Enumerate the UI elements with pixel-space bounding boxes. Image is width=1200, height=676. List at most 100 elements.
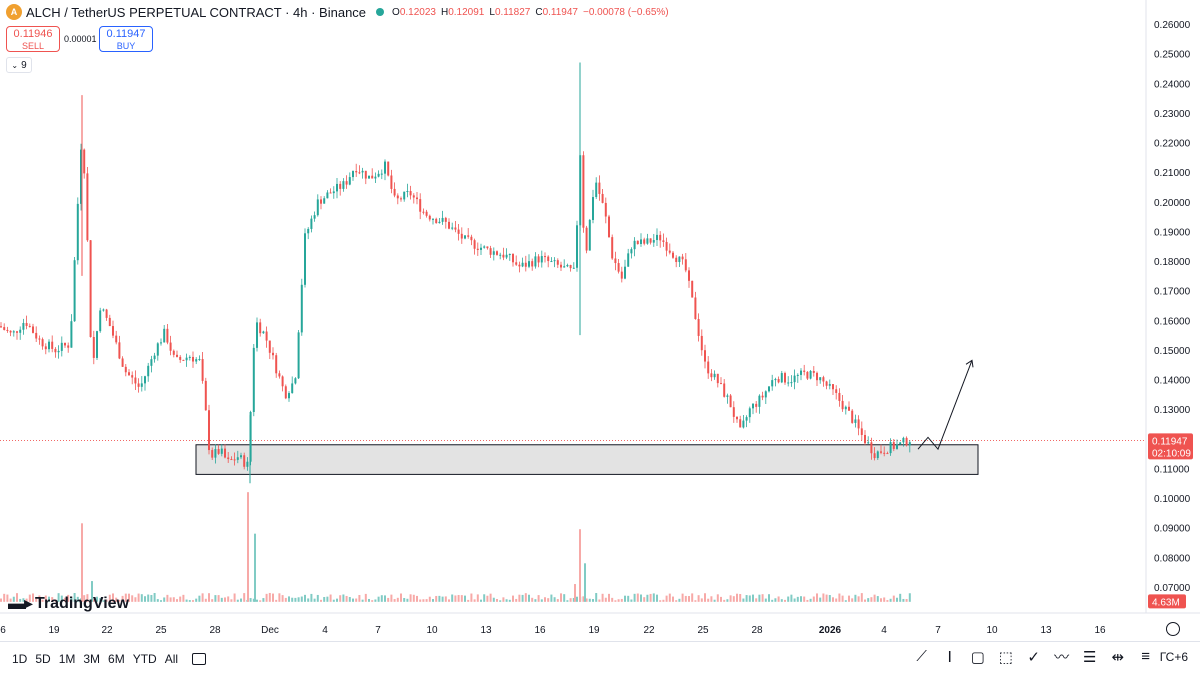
symbol-title[interactable]: ALCH / TetherUS PERPETUAL CONTRACT · 4h … (26, 4, 367, 20)
volume-bar (694, 600, 697, 602)
candle-body (656, 234, 658, 241)
volume-bar (153, 592, 156, 602)
volume-bar (604, 597, 607, 602)
text-tool-icon[interactable]: Ⅰ (947, 648, 952, 666)
volume-bar (99, 598, 102, 602)
volume-bar (668, 593, 671, 602)
candle-body (41, 339, 44, 347)
candle-body (649, 238, 652, 243)
volume-bar (144, 596, 146, 602)
price-tick-label: 0.21000 (1154, 168, 1191, 179)
time-axis[interactable]: 6 19 22 25 28 Dec 4 7 10 13 16 19 22 25 28 2026 4 7 10 13 16 (0, 612, 1200, 636)
indicators-toggle[interactable]: ⌄ 9 (6, 57, 32, 73)
candle-body (454, 227, 457, 230)
volume-bar (28, 594, 31, 602)
sell-button[interactable]: 0.11946 SELL (6, 26, 60, 52)
volume-bar (860, 593, 863, 602)
candle-body (864, 434, 866, 444)
candle-body (547, 256, 550, 262)
candle-body (492, 251, 495, 255)
candle-body (361, 170, 364, 173)
timeframe-ytd[interactable]: YTD (132, 652, 157, 666)
candle-body (825, 381, 828, 386)
candle-body (134, 377, 137, 384)
price-chart[interactable]: 0.26000 0.25000 0.24000 0.23000 0.22000 0.210… (0, 0, 1200, 641)
candle-body (156, 343, 159, 356)
more-tools-icon[interactable]: ≡ (1141, 648, 1151, 665)
volume-bar (512, 595, 514, 602)
measure-tool-icon[interactable]: ⇹ (1111, 648, 1124, 666)
candle-body (614, 258, 617, 264)
buy-button[interactable]: 0.11947 BUY (99, 26, 153, 52)
price-axis[interactable]: 0.26000 0.25000 0.24000 0.23000 0.22000 0.210… (1145, 0, 1191, 613)
volume-bar (428, 596, 431, 602)
candle-body (720, 383, 722, 385)
volume-bar (729, 595, 732, 602)
candle-body (128, 372, 130, 376)
timeframe-5d[interactable]: 5D (35, 652, 51, 666)
candle-body (486, 246, 489, 249)
volume-bar (22, 598, 25, 602)
volume-bar (204, 598, 207, 602)
pattern-tool-icon[interactable]: 〰 (1054, 649, 1070, 666)
candle-body (566, 264, 569, 267)
candle-body (739, 419, 742, 428)
timeframe-3m[interactable]: 3M (83, 652, 101, 666)
buy-price: 0.11947 (106, 28, 146, 40)
volume-bars (0, 492, 911, 602)
candle-body (224, 448, 226, 458)
candle-body (432, 218, 434, 220)
fib-tool-icon[interactable]: ☰ (1082, 648, 1097, 666)
candle-body (406, 191, 409, 193)
ohlc-close-label: C (535, 6, 543, 18)
candle-body (377, 173, 380, 177)
volume-bar (329, 594, 332, 602)
candle-body (582, 155, 585, 228)
timeframe-1m[interactable]: 1M (58, 652, 76, 666)
ohlc-low-label: L (489, 6, 495, 18)
time-tick-label: 7 (375, 625, 381, 636)
tradingview-logo[interactable]: ▬▸ TradingView (8, 593, 129, 614)
volume-bar (35, 598, 38, 602)
volume-spike (579, 529, 581, 602)
volume-bar (473, 599, 476, 602)
candle-body (118, 342, 121, 359)
calendar-icon[interactable] (192, 653, 207, 665)
settings-gear-icon[interactable] (1166, 622, 1180, 636)
projection-path (917, 360, 973, 451)
brush-tool-icon[interactable]: ✓ (1027, 648, 1040, 666)
ohlc-high-label: H (440, 6, 449, 18)
volume-bar (816, 593, 818, 602)
timeframe-6m[interactable]: 6M (108, 652, 125, 666)
price-tick-label: 0.09000 (1154, 524, 1191, 535)
volume-spike (574, 584, 576, 602)
volume-bar (800, 596, 802, 602)
volume-bar (483, 594, 486, 602)
candle-body (73, 260, 76, 322)
candle-body (374, 176, 377, 179)
candle-body (96, 331, 98, 358)
volume-bar (547, 598, 550, 602)
timezone-label[interactable]: ГС+6 (1159, 649, 1188, 664)
time-tick-label: 25 (155, 625, 167, 636)
candle-body (668, 250, 671, 253)
volume-bar (128, 593, 130, 602)
time-tick-label: 25 (697, 625, 709, 636)
volume-bar (803, 596, 806, 602)
volume-bar (710, 596, 713, 602)
volume-bar (454, 595, 457, 602)
candle-body (182, 359, 185, 361)
volume-bar (419, 599, 422, 602)
volume-bar (73, 592, 76, 602)
candle-body (544, 256, 546, 258)
candle-body (243, 455, 246, 467)
volume-bar (905, 599, 908, 602)
shape-tool-icon[interactable]: ⬚ (998, 648, 1013, 666)
timeframe-all[interactable]: All (164, 652, 179, 666)
volume-bar (169, 597, 172, 602)
timeframe-1d[interactable]: 1D (12, 652, 28, 666)
candle-body (188, 356, 191, 358)
line-tool-icon[interactable]: ⟋ (916, 648, 927, 665)
volume-bar (832, 597, 834, 602)
rectangle-tool-icon[interactable]: ▢ (970, 648, 985, 666)
